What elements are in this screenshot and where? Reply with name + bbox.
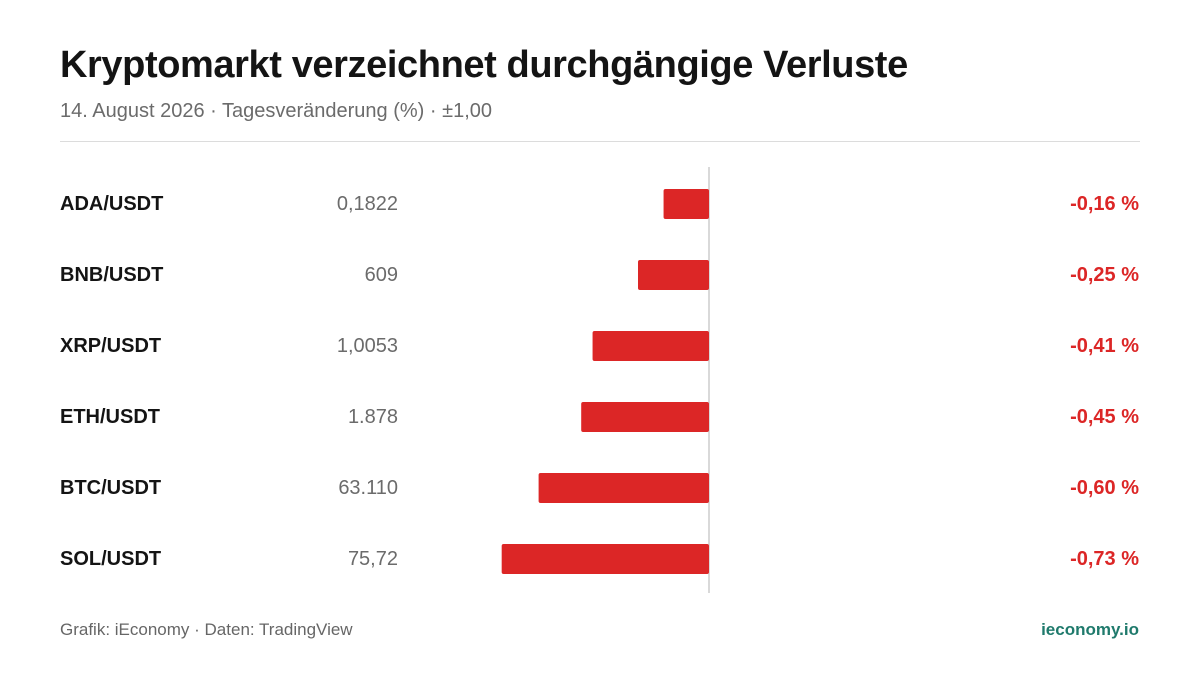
- price-label: 1.878: [348, 406, 398, 428]
- bar-chart: ADA/USDT 0,1822 -0,16 % BNB/USDT 609 -0,25 % X…: [60, 167, 1139, 593]
- value-label: -0,16 %: [1070, 193, 1139, 215]
- price-label: 1,0053: [337, 335, 398, 357]
- price-label: 75,72: [348, 548, 398, 570]
- bar: [581, 402, 709, 432]
- chart-title: Kryptomarkt verzeichnet durchgängige Ver…: [60, 44, 908, 86]
- price-label: 609: [365, 264, 398, 286]
- value-label: -0,25 %: [1070, 264, 1139, 286]
- category-label: SOL/USDT: [60, 548, 161, 570]
- value-label: -0,60 %: [1070, 477, 1139, 499]
- bar: [663, 189, 709, 219]
- value-label: -0,73 %: [1070, 548, 1139, 570]
- category-label: XRP/USDT: [60, 335, 161, 357]
- category-label: BNB/USDT: [60, 264, 163, 286]
- bar: [592, 331, 709, 361]
- value-label: -0,41 %: [1070, 335, 1139, 357]
- chart-subtitle: 14. August 2026 · Tagesveränderung (%) ·…: [60, 100, 492, 122]
- bar: [638, 260, 709, 290]
- category-label: ADA/USDT: [60, 193, 163, 215]
- header-divider: [60, 141, 1140, 142]
- category-label: BTC/USDT: [60, 477, 161, 499]
- source-note: Grafik: iEconomy · Daten: TradingView: [60, 620, 353, 639]
- value-label: -0,45 %: [1070, 406, 1139, 428]
- category-label: ETH/USDT: [60, 406, 160, 428]
- bar: [538, 473, 709, 503]
- price-label: 63.110: [338, 477, 398, 499]
- price-label: 0,1822: [337, 193, 398, 215]
- brand-link[interactable]: ieconomy.io: [1041, 620, 1139, 639]
- bar: [501, 544, 709, 574]
